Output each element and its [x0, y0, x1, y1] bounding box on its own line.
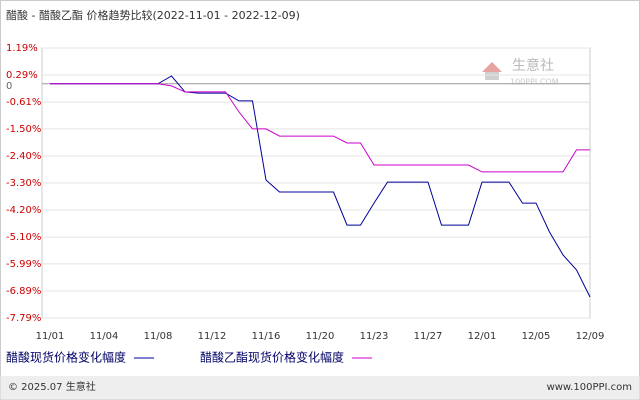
logo-house: [485, 72, 499, 80]
x-tick-label: 12/09: [576, 331, 605, 342]
x-tick-label: 11/16: [252, 331, 281, 342]
footer-bar: [0, 376, 640, 400]
x-tick-label: 12/05: [522, 331, 551, 342]
footer-copyright: © 2025.07 生意社: [8, 380, 96, 393]
x-tick-label: 11/04: [90, 331, 119, 342]
y-tick-label: 0.29%: [6, 70, 38, 81]
y-tick-label: -5.99%: [6, 259, 41, 270]
y-tick-label: -3.30%: [6, 178, 41, 189]
watermark: 生意社 100PPI.COM: [482, 57, 559, 87]
x-tick-label: 11/20: [306, 331, 335, 342]
y-tick-label: -7.79%: [6, 313, 41, 324]
y-tick-label: -6.89%: [6, 286, 41, 297]
x-tick-label: 11/08: [144, 331, 173, 342]
logo-roof: [482, 62, 502, 72]
y-tick-label: -4.20%: [6, 205, 41, 216]
x-tick-label: 11/01: [36, 331, 65, 342]
y-tick-label: -1.50%: [6, 124, 41, 135]
y-tick-label: -5.10%: [6, 232, 41, 243]
y-tick-label: -0.61%: [6, 97, 41, 108]
y-tick-label: 0: [6, 81, 12, 92]
footer-url: www.100PPI.com: [547, 382, 632, 393]
watermark-name: 生意社: [512, 57, 554, 74]
x-tick-label: 11/12: [198, 331, 227, 342]
y-tick-label: 1.19%: [6, 43, 38, 54]
watermark-site: 100PPI.COM: [510, 78, 559, 87]
series-line: [50, 83, 590, 173]
legend-label: 醋酸现货价格变化幅度: [6, 350, 126, 365]
chart-title: 醋酸 - 醋酸乙酯 价格趋势比较(2022-11-01 - 2022-12-09…: [6, 8, 300, 22]
x-tick-label: 11/27: [414, 331, 443, 342]
y-tick-label: -2.40%: [6, 151, 41, 162]
x-tick-label: 12/01: [468, 331, 497, 342]
legend-label: 醋酸乙酯现货价格变化幅度: [200, 350, 344, 365]
x-tick-label: 11/23: [360, 331, 389, 342]
